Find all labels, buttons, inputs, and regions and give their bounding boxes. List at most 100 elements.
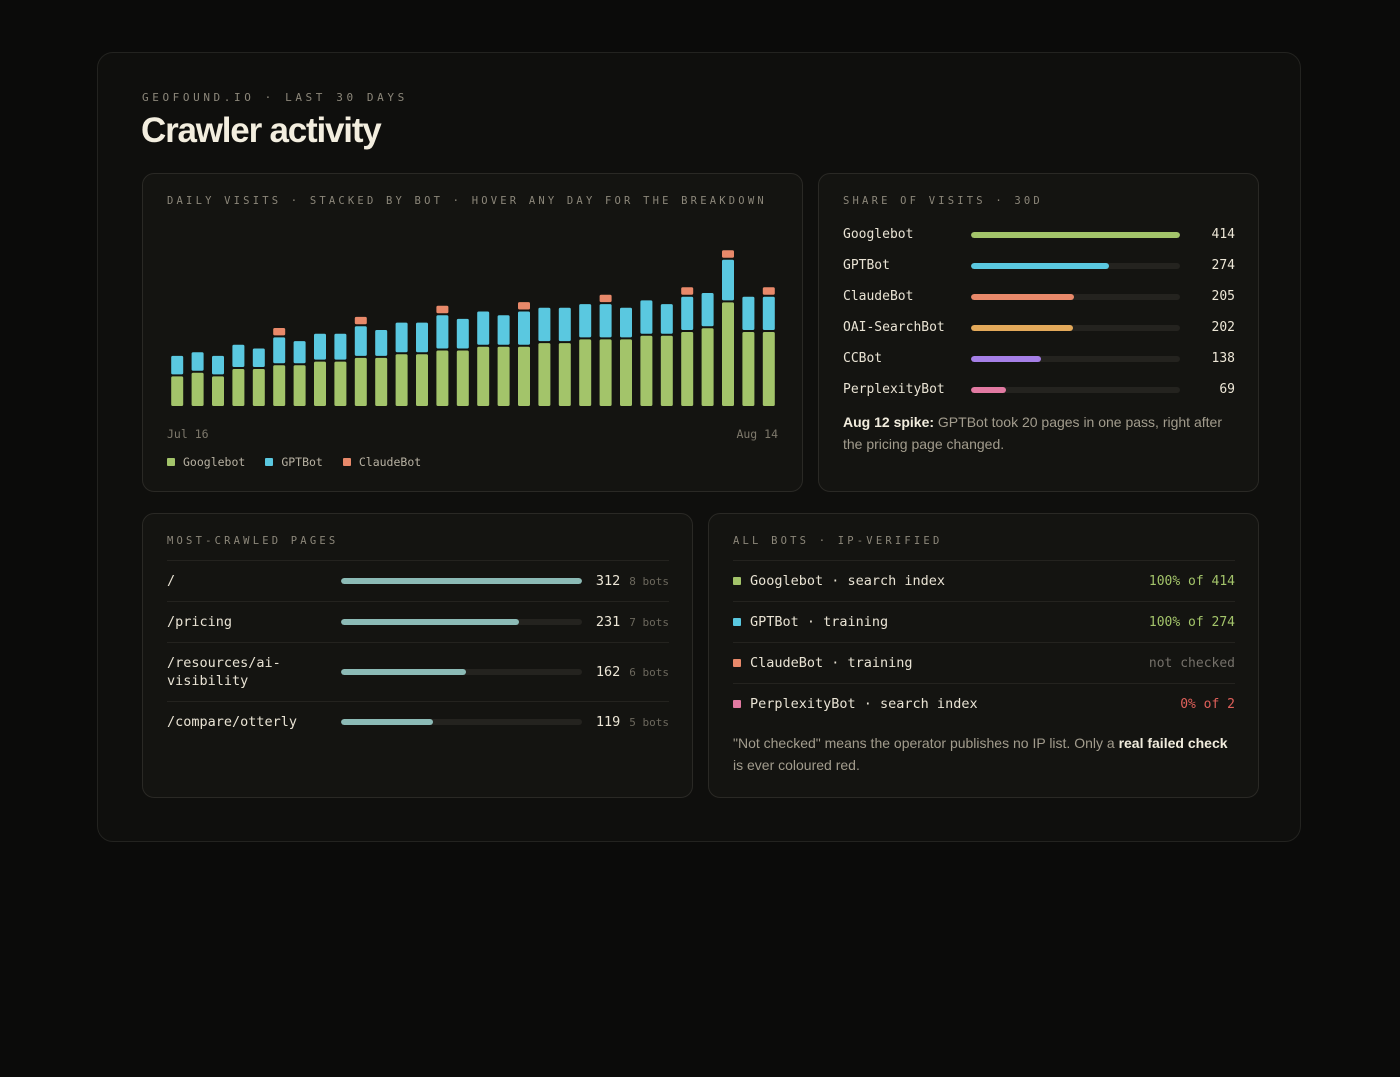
bar-segment-claudebot[interactable] <box>762 287 775 295</box>
bar-segment-googlebot[interactable] <box>252 369 265 406</box>
day-bar-group[interactable]: Jul 28 <box>416 322 428 406</box>
bar-segment-gptbot[interactable] <box>416 322 428 353</box>
bar-segment-googlebot[interactable] <box>762 332 775 406</box>
bar-segment-claudebot[interactable] <box>273 328 286 336</box>
bar-segment-googlebot[interactable] <box>620 339 632 406</box>
bar-segment-gptbot[interactable] <box>660 304 673 334</box>
bar-segment-gptbot[interactable] <box>314 333 326 360</box>
bar-segment-gptbot[interactable] <box>742 296 755 330</box>
bar-segment-googlebot[interactable] <box>416 354 428 406</box>
bar-segment-gptbot[interactable] <box>395 322 408 353</box>
bar-segment-gptbot[interactable] <box>579 304 592 338</box>
bar-segment-gptbot[interactable] <box>375 330 388 356</box>
day-bar-group[interactable]: Aug 2 <box>518 302 530 406</box>
page-path[interactable]: /compare/otterly <box>167 714 298 730</box>
day-bar-group[interactable]: Aug 13 <box>742 296 755 406</box>
bar-segment-googlebot[interactable] <box>640 335 653 406</box>
day-bar-group[interactable]: Aug 5 <box>579 304 592 406</box>
bar-segment-claudebot[interactable] <box>722 250 734 258</box>
day-bar-group[interactable]: Aug 4 <box>558 307 571 406</box>
bar-segment-googlebot[interactable] <box>354 357 367 406</box>
page-path[interactable]: / <box>167 573 176 589</box>
bar-segment-claudebot[interactable] <box>436 305 449 314</box>
day-bar-group[interactable]: Jul 17 <box>191 352 204 406</box>
day-bar-group[interactable]: Jul 29 <box>436 305 449 407</box>
page-row[interactable]: /pricing 231 7 bots <box>167 601 669 642</box>
bar-segment-gptbot[interactable] <box>599 304 612 338</box>
bar-segment-gptbot[interactable] <box>640 300 653 334</box>
page-row[interactable]: /resources/ai-​visibility 162 6 bots <box>167 642 669 701</box>
bar-segment-googlebot[interactable] <box>436 350 449 407</box>
bar-segment-gptbot[interactable] <box>620 307 632 338</box>
day-bar-group[interactable]: Aug 1 <box>497 315 510 406</box>
day-bar-group[interactable]: Aug 8 <box>640 300 653 406</box>
day-bar-group[interactable]: Jul 18 <box>212 355 224 406</box>
page-path[interactable]: /resources/ai-​visibility <box>167 655 281 689</box>
bar-segment-gptbot[interactable] <box>558 307 571 342</box>
bar-segment-googlebot[interactable] <box>579 339 592 406</box>
bar-segment-googlebot[interactable] <box>273 365 286 406</box>
bar-segment-googlebot[interactable] <box>518 346 530 406</box>
bar-segment-claudebot[interactable] <box>599 294 612 303</box>
bar-segment-gptbot[interactable] <box>456 318 469 349</box>
bar-segment-googlebot[interactable] <box>293 365 306 406</box>
bar-segment-gptbot[interactable] <box>171 355 184 375</box>
bar-segment-googlebot[interactable] <box>314 361 326 406</box>
bar-segment-gptbot[interactable] <box>212 355 224 375</box>
bar-segment-googlebot[interactable] <box>538 343 551 406</box>
bar-segment-gptbot[interactable] <box>252 348 265 368</box>
bar-segment-googlebot[interactable] <box>599 339 612 406</box>
bar-segment-googlebot[interactable] <box>212 376 224 406</box>
day-bar-group[interactable]: Jul 20 <box>252 348 265 407</box>
day-bar-group[interactable]: Aug 7 <box>620 307 632 406</box>
day-bar-group[interactable]: Jul 23 <box>314 333 326 406</box>
bar-segment-gptbot[interactable] <box>497 315 510 345</box>
day-bar-group[interactable]: Jul 22 <box>293 341 306 406</box>
day-bar-group[interactable]: Jul 25 <box>354 316 367 406</box>
day-bar-group[interactable]: Jul 16 <box>171 355 184 406</box>
bar-segment-googlebot[interactable] <box>477 346 490 406</box>
bar-segment-gptbot[interactable] <box>518 311 530 345</box>
bar-segment-gptbot[interactable] <box>191 352 204 371</box>
bar-segment-googlebot[interactable] <box>395 354 408 406</box>
daily-visits-chart[interactable]: Jul 16 Jul 17 Jul 18 Jul 19 Jul 20 Jul 21 Jul … <box>167 224 779 410</box>
day-bar-group[interactable]: Jul 21 <box>273 328 286 406</box>
bar-segment-claudebot[interactable] <box>354 316 367 325</box>
bar-segment-googlebot[interactable] <box>742 332 755 406</box>
page-row[interactable]: /compare/otterly 119 5 bots <box>167 701 669 742</box>
bar-segment-gptbot[interactable] <box>293 341 306 364</box>
bar-segment-gptbot[interactable] <box>762 296 775 330</box>
bar-segment-gptbot[interactable] <box>334 333 347 360</box>
bar-segment-gptbot[interactable] <box>701 293 714 327</box>
bar-segment-googlebot[interactable] <box>171 376 184 406</box>
bar-segment-googlebot[interactable] <box>456 350 469 407</box>
bar-segment-googlebot[interactable] <box>497 346 510 406</box>
bar-segment-googlebot[interactable] <box>681 332 694 406</box>
day-bar-group[interactable]: Aug 11 <box>701 293 714 406</box>
bar-segment-gptbot[interactable] <box>354 326 367 356</box>
day-bar-group[interactable]: Aug 12 <box>722 250 734 406</box>
page-path[interactable]: /pricing <box>167 614 233 630</box>
day-bar-group[interactable]: Jul 19 <box>232 344 245 406</box>
day-bar-group[interactable]: Aug 9 <box>660 304 673 406</box>
day-bar-group[interactable]: Aug 6 <box>599 294 612 406</box>
bar-segment-gptbot[interactable] <box>436 315 449 349</box>
bar-segment-googlebot[interactable] <box>660 335 673 406</box>
bar-segment-claudebot[interactable] <box>681 287 694 295</box>
bar-segment-googlebot[interactable] <box>232 369 245 406</box>
bar-segment-googlebot[interactable] <box>334 361 347 406</box>
bar-segment-gptbot[interactable] <box>722 259 734 301</box>
day-bar-group[interactable]: Jul 27 <box>395 322 408 406</box>
day-bar-group[interactable]: Aug 10 <box>681 287 694 406</box>
day-bar-group[interactable]: Aug 3 <box>538 307 551 406</box>
page-row[interactable]: / 312 8 bots <box>167 560 669 601</box>
bar-segment-gptbot[interactable] <box>538 307 551 342</box>
day-bar-group[interactable]: Jul 31 <box>477 311 490 407</box>
bar-segment-googlebot[interactable] <box>191 372 204 406</box>
day-bar-group[interactable]: Jul 30 <box>456 318 469 407</box>
bar-segment-googlebot[interactable] <box>701 328 714 406</box>
day-bar-group[interactable]: Jul 24 <box>334 333 347 406</box>
bar-segment-gptbot[interactable] <box>681 296 694 330</box>
bar-segment-googlebot[interactable] <box>722 302 734 406</box>
bar-segment-claudebot[interactable] <box>518 302 530 310</box>
